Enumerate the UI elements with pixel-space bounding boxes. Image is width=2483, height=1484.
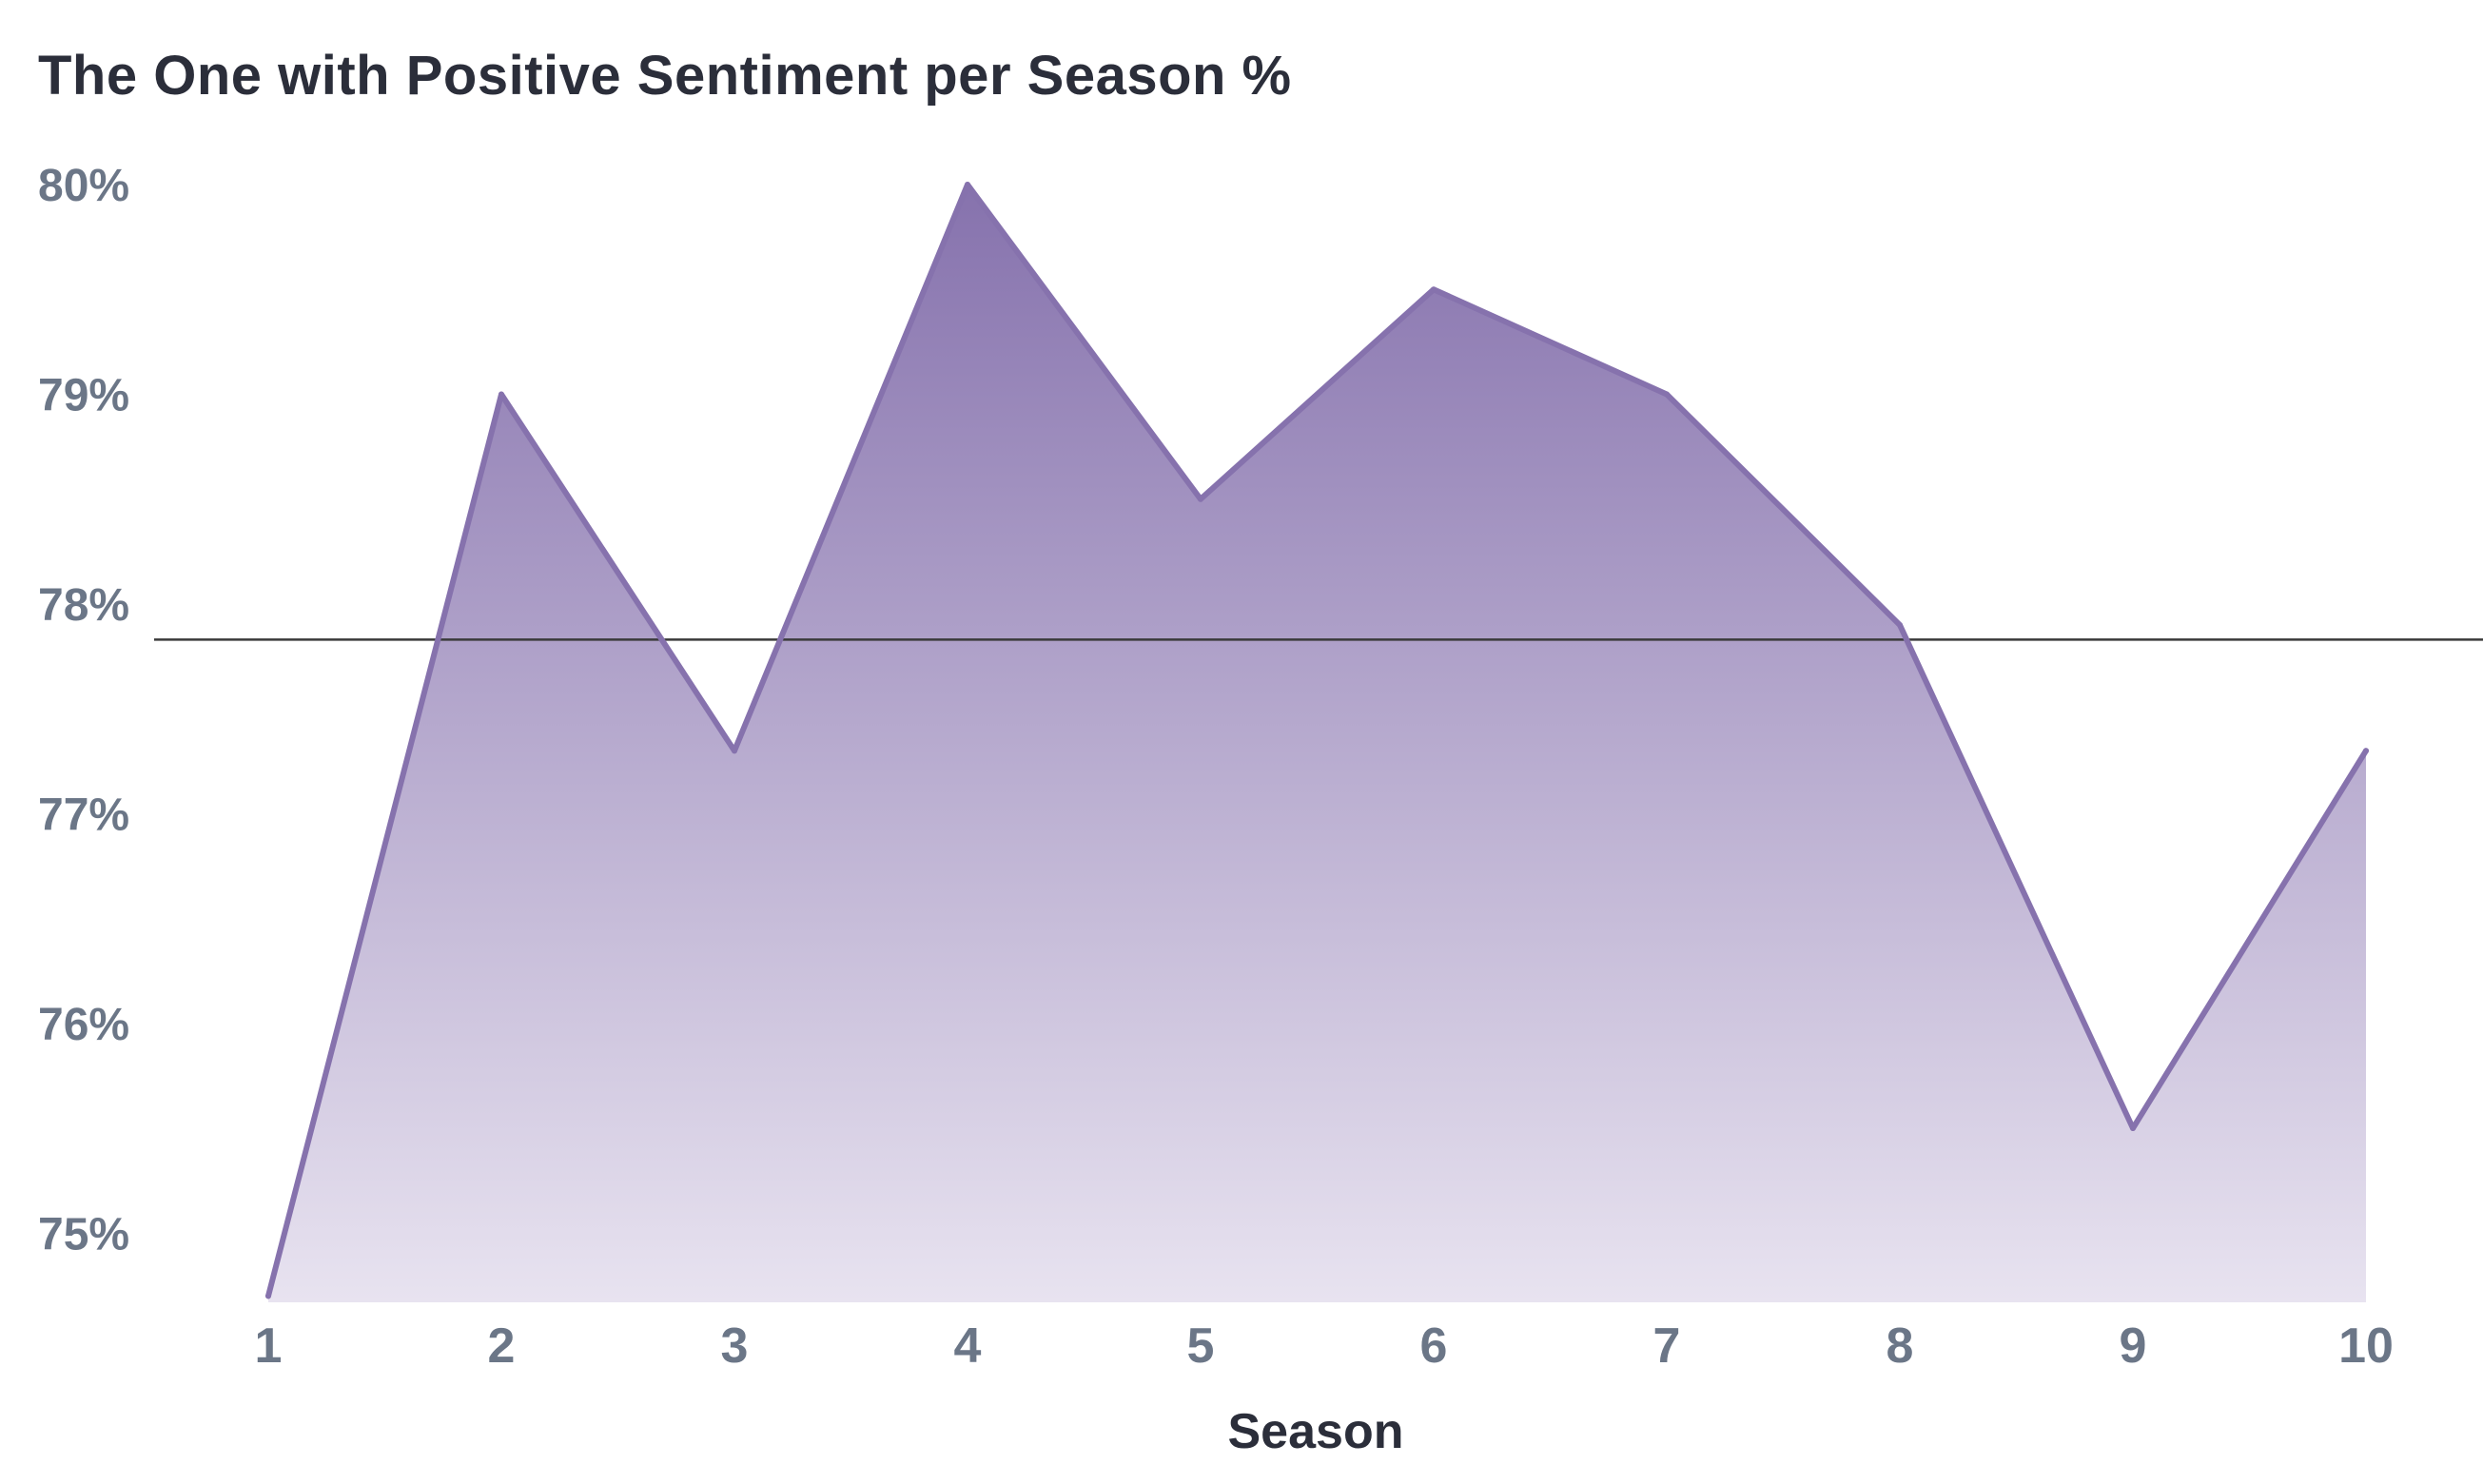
x-tick-label: 10	[2338, 1318, 2394, 1374]
y-tick-label: 76%	[38, 1000, 129, 1050]
y-tick-label: 79%	[38, 370, 129, 420]
x-tick-label: 5	[1187, 1318, 1215, 1374]
y-tick-label: 77%	[38, 790, 129, 840]
x-axis-label: Season	[1228, 1404, 1404, 1459]
x-tick-label: 2	[488, 1318, 516, 1374]
x-tick-label: 3	[721, 1318, 749, 1374]
data-point	[265, 1293, 271, 1299]
data-point	[1431, 286, 1437, 293]
x-tick-label: 8	[1887, 1318, 1914, 1374]
x-tick-label: 9	[2120, 1318, 2147, 1374]
data-point	[499, 391, 504, 398]
y-axis: 75% 76% 77% 78% 79% 80%	[38, 161, 129, 1259]
data-point	[1198, 496, 1203, 502]
x-tick-label: 1	[255, 1318, 283, 1374]
data-point	[1897, 621, 1903, 628]
y-tick-label: 78%	[38, 580, 129, 631]
x-tick-label: 6	[1420, 1318, 1448, 1374]
data-point	[965, 182, 970, 188]
data-point	[2130, 1125, 2136, 1132]
data-point	[1664, 391, 1670, 398]
x-axis: 1 2 3 4 5 6 7 8 9 10	[255, 182, 2394, 1374]
x-tick-label: 7	[1653, 1318, 1681, 1374]
chart-title: The One with Positive Sentiment per Seas…	[38, 45, 1292, 107]
area-fill	[268, 185, 2366, 1302]
x-tick-label: 4	[954, 1318, 982, 1374]
series-line	[265, 182, 2369, 1299]
y-tick-label: 75%	[38, 1209, 129, 1259]
data-point	[2363, 748, 2369, 754]
y-tick-label: 80%	[38, 161, 129, 211]
data-point	[732, 748, 737, 754]
